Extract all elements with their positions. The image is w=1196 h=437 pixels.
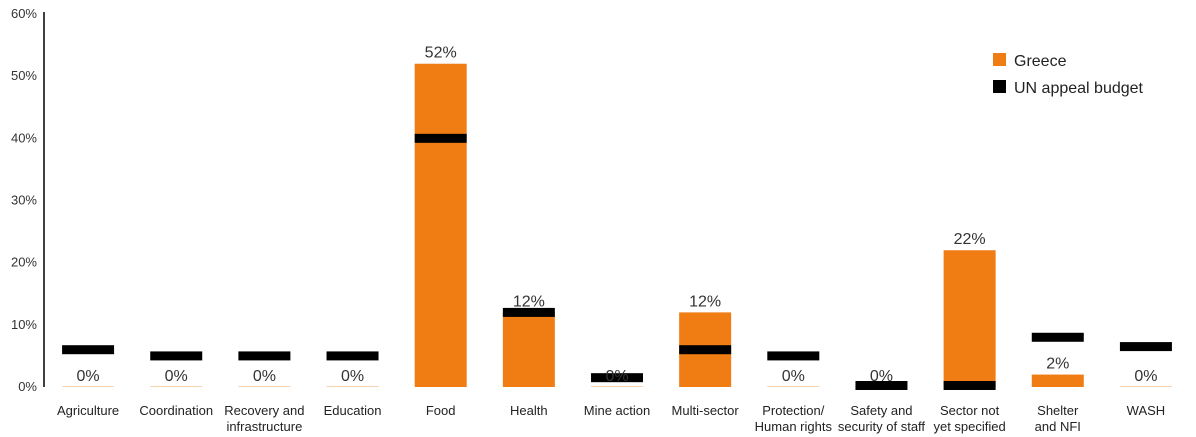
marker-un-appeal-budget <box>326 351 379 361</box>
axis-layer: 60% 50% 40% 30% 20% 10% 0% <box>11 6 45 394</box>
data-label-greece: 0% <box>165 368 188 385</box>
y-tick-label: 60% <box>11 6 37 21</box>
y-tick-label: 0% <box>18 379 37 394</box>
legend-swatch-un-appeal-budget <box>993 80 1006 93</box>
data-label-greece: 0% <box>605 368 628 385</box>
bar-greece <box>414 63 467 387</box>
labels-layer: 0% 0% 0% 0% 52% 12% 0% 12% 0% 0% 22% 2% 0% Agricultur… <box>57 45 1165 434</box>
marker-un-appeal-budget <box>502 307 555 317</box>
bar-greece <box>238 386 291 387</box>
x-category-label: Protection/Human rights <box>755 403 833 434</box>
y-tick-label: 30% <box>11 193 37 208</box>
x-category-label: Safety and security of staff <box>838 403 926 434</box>
marker-un-appeal-budget <box>1119 342 1172 352</box>
data-label-greece: 12% <box>689 293 721 310</box>
x-category-label: Recovery and infrastructure <box>224 403 304 434</box>
x-category-label: WASH <box>1127 403 1166 418</box>
data-label-greece: 0% <box>870 368 893 385</box>
y-tick-label: 50% <box>11 68 37 83</box>
marker-un-appeal-budget <box>679 345 732 355</box>
bar-greece <box>150 386 203 387</box>
bar-greece <box>1031 374 1084 387</box>
x-category-label: Food <box>426 403 456 418</box>
x-category-label: Coordination <box>139 403 213 418</box>
y-tick-label: 10% <box>11 317 37 332</box>
data-label-greece: 0% <box>341 368 364 385</box>
data-label-greece: 0% <box>782 368 805 385</box>
legend-label-greece: Greece <box>1014 53 1067 70</box>
marker-un-appeal-budget <box>1031 332 1084 342</box>
x-category-label: Agriculture <box>57 403 119 418</box>
data-label-greece: 2% <box>1046 356 1069 373</box>
y-tick-label: 20% <box>11 255 37 270</box>
legend-label-un-appeal-budget: UN appeal budget <box>1014 80 1144 97</box>
bar-greece <box>591 386 643 387</box>
marker-un-appeal-budget <box>767 351 820 361</box>
data-label-greece: 52% <box>425 45 457 62</box>
marker-un-appeal-budget <box>943 381 996 390</box>
bar-greece <box>62 386 115 387</box>
markers-layer <box>62 133 1172 390</box>
x-category-label: Multi-sector <box>672 403 740 418</box>
marker-un-appeal-budget <box>238 351 291 361</box>
x-category-label: Shelter and NFI <box>1035 403 1081 434</box>
legend-swatch-greece <box>993 53 1006 66</box>
bar-greece <box>326 386 379 387</box>
x-category-label: Sector not yet specified <box>933 403 1005 434</box>
marker-un-appeal-budget <box>855 381 908 390</box>
x-category-label: Education <box>324 403 382 418</box>
x-category-label: Mine action <box>584 403 650 418</box>
marker-un-appeal-budget <box>591 373 643 383</box>
legend: Greece UN appeal budget <box>993 53 1144 97</box>
data-label-greece: 0% <box>253 368 276 385</box>
data-label-greece: 0% <box>77 368 100 385</box>
x-category-label: Health <box>510 403 548 418</box>
bar-greece <box>943 250 996 387</box>
bar-greece <box>502 312 555 387</box>
y-tick-label: 40% <box>11 130 37 145</box>
bar-greece <box>767 386 820 387</box>
bar-greece <box>1119 386 1172 387</box>
data-label-greece: 12% <box>513 293 545 310</box>
marker-un-appeal-budget <box>150 351 203 361</box>
bars-layer <box>62 63 1172 387</box>
marker-un-appeal-budget <box>62 345 115 355</box>
data-label-greece: 0% <box>1134 368 1157 385</box>
data-label-greece: 22% <box>954 231 986 248</box>
marker-un-appeal-budget <box>414 133 467 143</box>
